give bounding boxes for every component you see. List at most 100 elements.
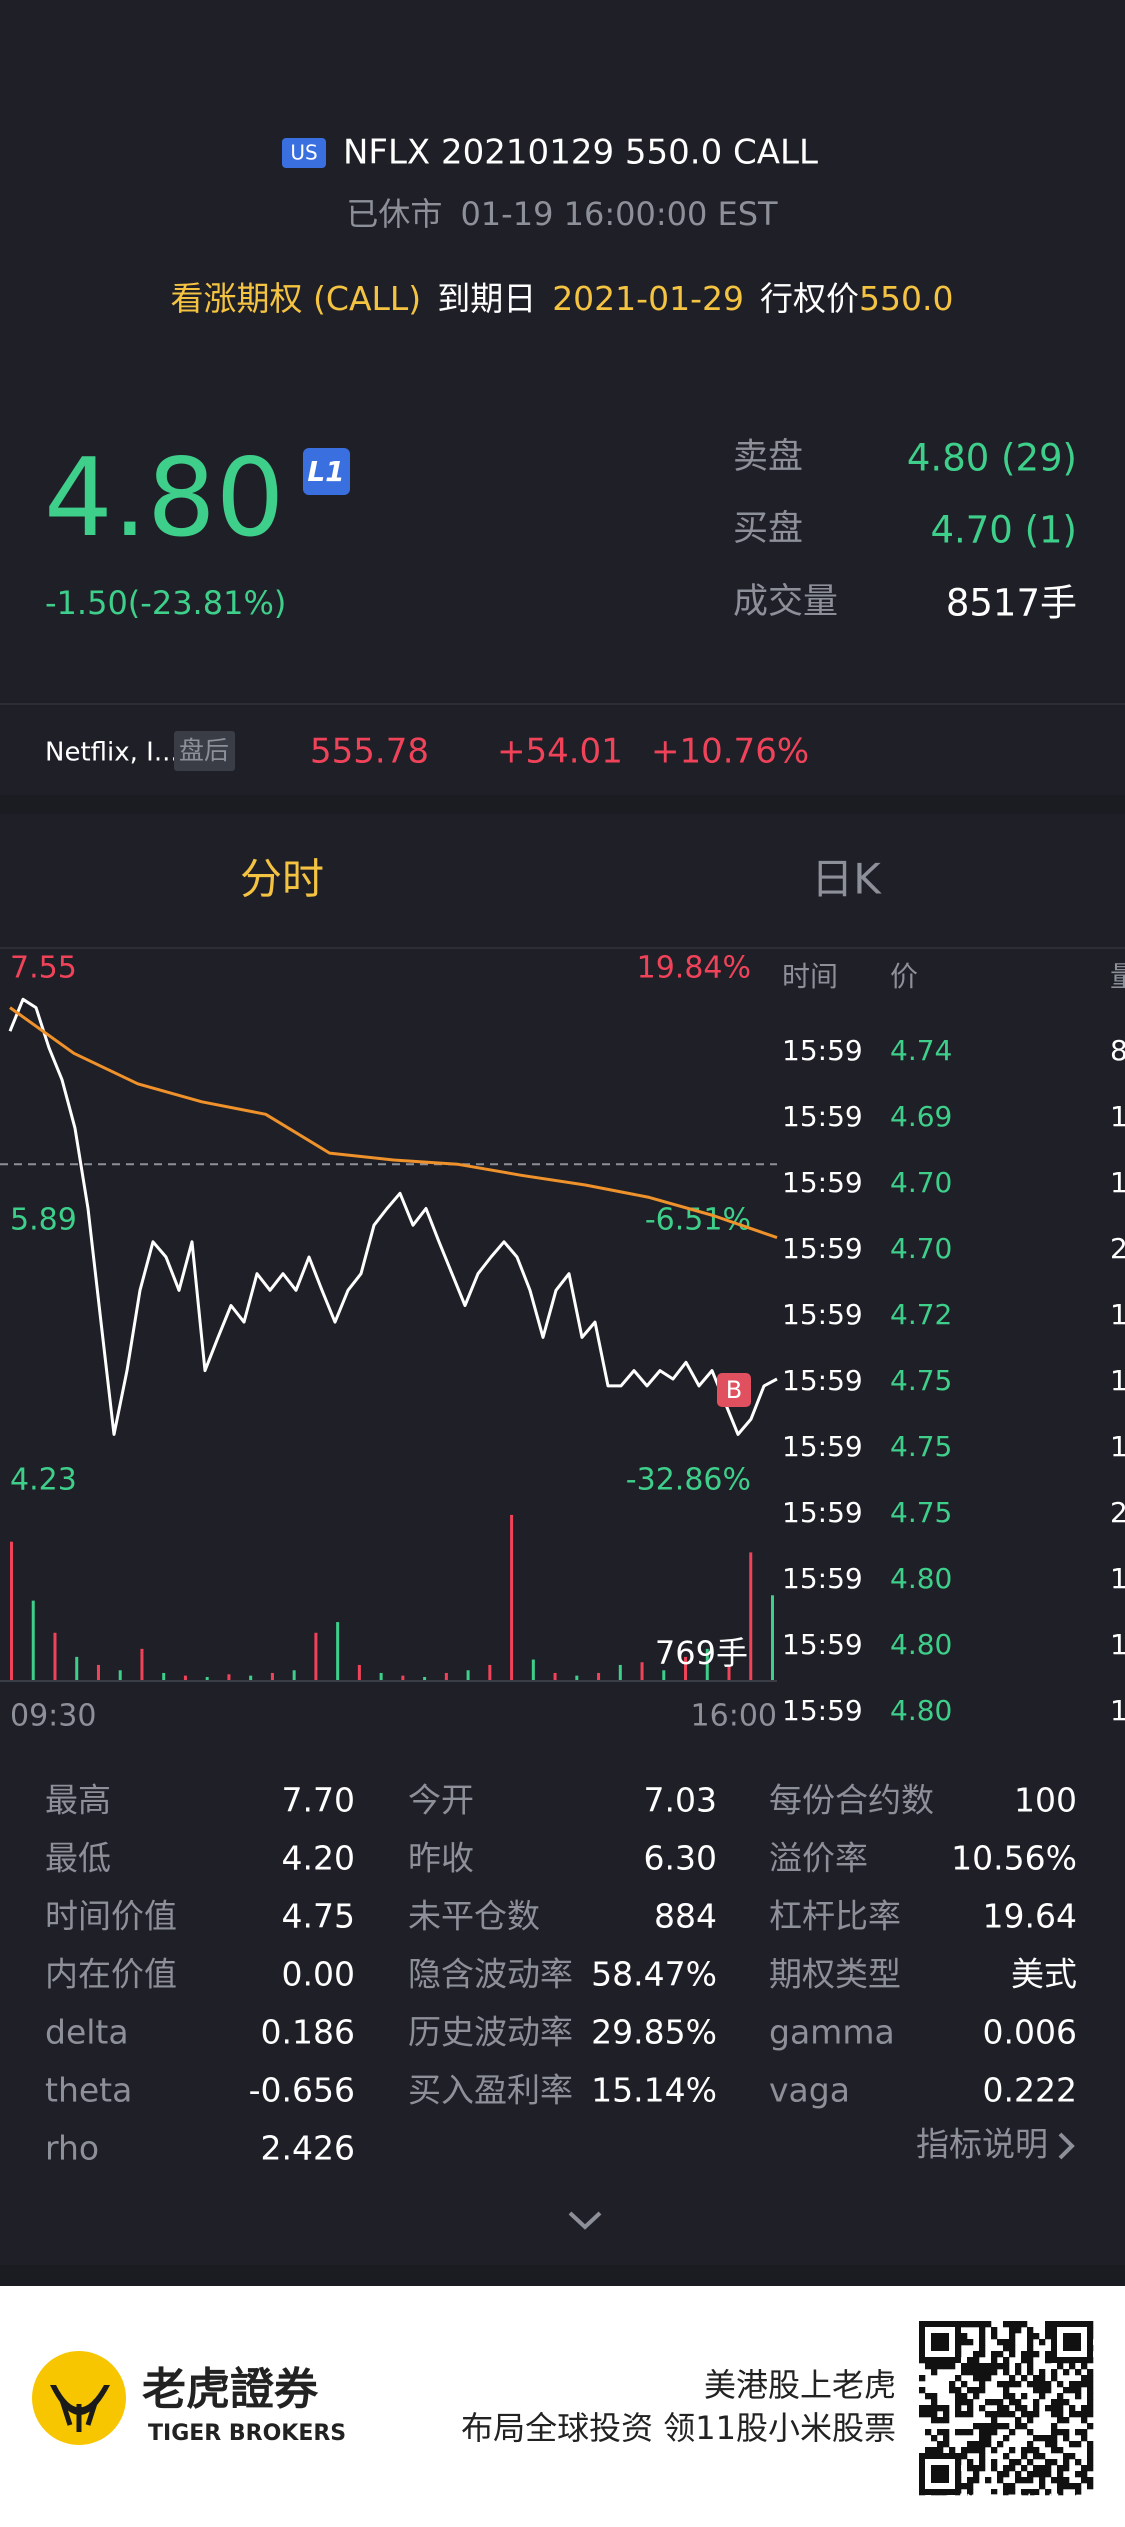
qr-cell [997,2399,1004,2406]
qr-cell [955,2399,962,2406]
stat-value: 58.47% [591,1955,717,1994]
qr-cell [955,2429,962,2436]
qr-cell [1051,2369,1058,2376]
y-tick-label: 7.55 [10,951,77,986]
qr-cell [1027,2489,1034,2496]
qr-cell [931,2363,938,2370]
qr-cell [1033,2387,1040,2394]
trade-cell: 1 [1110,1166,1125,1199]
stat-label: 历史波动率 [408,2013,573,2052]
qr-cell [1045,2471,1052,2478]
qr-cell [985,2441,992,2448]
qr-cell [949,2381,956,2388]
qr-cell [1069,2363,1076,2370]
collapse-button[interactable] [568,2211,602,2230]
stat-value: 0.222 [983,2071,1077,2110]
qr-cell [967,2489,974,2496]
qr-cell [991,2399,998,2406]
qr-cell [967,2387,974,2394]
qr-cell [1027,2339,1034,2346]
y2-tick-label: -32.86% [626,1463,751,1498]
stat-value: 4.75 [282,1897,355,1936]
qr-cell [1021,2423,1028,2430]
qr-cell [985,2399,992,2406]
qr-cell [955,2375,962,2382]
stat-label: 杠杆比率 [769,1897,901,1936]
qr-cell [943,2441,950,2448]
stat-label: 昨收 [408,1839,474,1878]
trade-marker [717,1373,751,1407]
qr-cell [1075,2369,1082,2376]
qr-cell [1015,2459,1022,2466]
strike: 550.0 [859,279,953,318]
qr-cell [1033,2405,1040,2412]
qr-cell [997,2477,1004,2484]
qr-cell [1021,2375,1028,2382]
qr-cell [1051,2459,1058,2466]
qr-cell [991,2417,998,2424]
qr-cell [1027,2327,1034,2334]
option-info: 看涨期权 (CALL) 到期日 2021-01-29 行权价550.0 [171,279,954,318]
help-link[interactable]: 指标说明 [916,2125,1048,2164]
qr-cell [1087,2453,1094,2460]
qr-cell [1075,2429,1082,2436]
qr-cell [979,2327,986,2334]
qr-cell [967,2405,974,2412]
underlying-price: 555.78 [310,732,429,772]
volume-bar [749,1552,753,1681]
stat-label: 最低 [45,1839,111,1878]
qr-cell [985,2375,992,2382]
trade-cell: 4.75 [890,1364,952,1397]
trade-header: 量 [1110,960,1125,993]
qr-cell [1045,2333,1052,2340]
volume-bar [423,1676,427,1681]
qr-cell [961,2369,968,2376]
qr-cell [1087,2399,1094,2406]
qr-cell [1003,2489,1010,2496]
qr-cell [961,2339,968,2346]
qr-cell [1081,2411,1088,2418]
qr-cell [961,2429,968,2436]
volume-bar [488,1664,492,1681]
qr-cell [979,2321,986,2328]
qr-cell [1063,2399,1070,2406]
qr-cell [1051,2399,1058,2406]
qr-cell [925,2393,932,2400]
tab-daily[interactable]: 日K [811,855,882,904]
bid-label: 买盘 [733,509,803,549]
qr-cell [961,2381,968,2388]
trade-marker-label: B [726,1376,742,1404]
y-tick-label: 5.89 [10,1203,77,1238]
market-badge [282,138,326,168]
volume-bar [53,1632,57,1681]
qr-cell [991,2447,998,2454]
qr-cell [1057,2405,1064,2412]
qr-cell [985,2423,992,2430]
qr-cell [1063,2459,1070,2466]
qr-cell [973,2369,980,2376]
qr-cell [943,2405,950,2412]
logo [32,2351,126,2445]
qr-cell [1015,2417,1022,2424]
qr-cell [997,2339,1004,2346]
qr-cell [973,2441,980,2448]
tab-intraday[interactable]: 分时 [240,855,324,904]
qr-cell [937,2447,944,2454]
qr-cell [1033,2351,1040,2358]
volume-bar [684,1656,688,1681]
qr-cell [967,2441,974,2448]
volume-bar [727,1664,731,1681]
qr-cell [1003,2411,1010,2418]
qr-cell [1075,2387,1082,2394]
volume-bar [575,1675,579,1681]
qr-cell [973,2363,980,2370]
qr-cell [961,2333,968,2340]
qr-cell [925,2363,932,2370]
qr-cell [1057,2471,1064,2478]
qr-cell [1009,2411,1016,2418]
stat-label: theta [45,2071,132,2110]
stat-label: rho [45,2129,99,2168]
qr-cell [1009,2393,1016,2400]
qr-cell [997,2363,1004,2370]
